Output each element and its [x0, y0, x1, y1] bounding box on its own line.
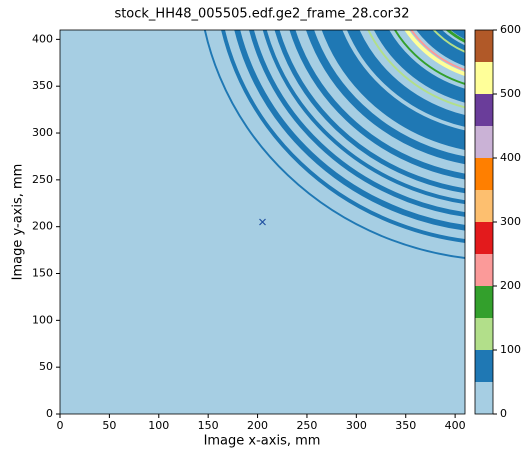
plot-frame	[59, 29, 466, 415]
x-tick-label: 150	[198, 419, 219, 432]
colorbar-segment	[475, 350, 493, 382]
y-axis-label: Image y-axis, mm	[11, 164, 26, 281]
colorbar-tick-label: 600	[500, 23, 521, 36]
colorbar-tick-label: 100	[500, 343, 521, 356]
chart-title: stock_HH48_005505.edf.ge2_frame_28.cor32	[114, 7, 409, 22]
x-tick-label: 50	[102, 419, 116, 432]
colorbar-tick-label: 0	[500, 407, 507, 420]
colorbar-tick-label: 300	[500, 215, 521, 228]
y-tick-label: 400	[32, 32, 53, 45]
image	[60, 30, 465, 414]
y-tick-label: 100	[32, 313, 53, 326]
y-tick-label: 150	[32, 267, 53, 280]
marker	[259, 218, 266, 226]
x-tick-label: 100	[148, 419, 169, 432]
colorbar-segment	[475, 222, 493, 254]
colorbar-tick-label: 500	[500, 87, 521, 100]
colorbar-segment	[475, 94, 493, 126]
colorbar-segment	[475, 126, 493, 158]
colorbar-tick-label: 400	[500, 151, 521, 164]
x-tick-label: 200	[247, 419, 268, 432]
x-tick-label: 300	[346, 419, 367, 432]
colorbar-segment	[475, 62, 493, 94]
y-tick-label: 350	[32, 79, 53, 92]
y-tick-label: 300	[32, 126, 53, 139]
x-tick-label: 350	[395, 419, 416, 432]
colorbar-segment	[475, 190, 493, 222]
colorbar-segment	[475, 382, 493, 414]
y-tick-label: 200	[32, 220, 53, 233]
y-tick-label: 50	[39, 360, 53, 373]
y-tick-label: 0	[46, 407, 53, 420]
x-tick-label: 0	[57, 419, 64, 432]
x-axis-label: Image x-axis, mm	[204, 434, 321, 449]
colorbar-segment	[475, 30, 493, 62]
colorbar-segment	[475, 318, 493, 350]
colorbar-segment	[475, 286, 493, 318]
colorbar-segment	[475, 254, 493, 286]
x-tick-label: 400	[445, 419, 466, 432]
colorbar-tick-label: 200	[500, 279, 521, 292]
colorbar-segment	[475, 158, 493, 190]
y-tick-label: 250	[32, 173, 53, 186]
x-tick-label: 250	[296, 419, 317, 432]
